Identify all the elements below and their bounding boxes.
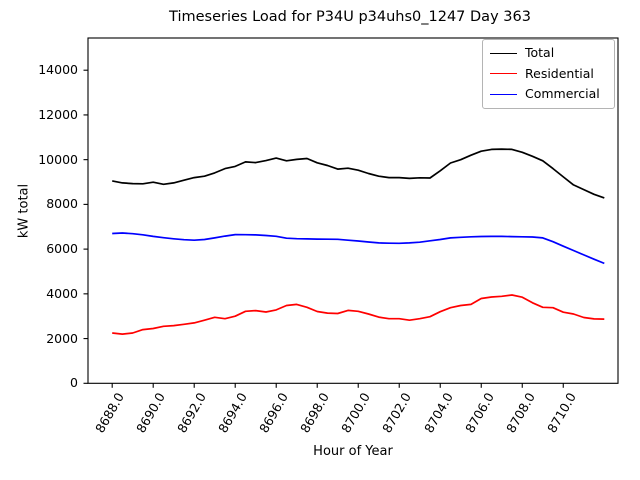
legend-item-commercial: Commercial <box>490 88 607 101</box>
legend: Total Residential Commercial <box>482 39 615 109</box>
y-tick-label: 2000 <box>46 330 78 346</box>
legend-label-commercial: Commercial <box>525 86 600 102</box>
series-line-residential <box>112 294 605 335</box>
y-tick-label: 0 <box>70 375 78 391</box>
y-tick-label: 12000 <box>38 106 78 122</box>
legend-line-residential <box>490 73 517 75</box>
y-tick-label: 6000 <box>46 241 78 257</box>
x-axis-label: Hour of Year <box>313 444 393 459</box>
legend-item-residential: Residential <box>490 65 607 81</box>
y-tick-label: 8000 <box>46 196 78 212</box>
series-line-total <box>112 148 605 199</box>
legend-line-commercial <box>490 94 517 96</box>
legend-label-residential: Residential <box>525 65 594 81</box>
y-tick-label: 10000 <box>38 151 78 167</box>
axes-frame <box>87 37 619 384</box>
legend-item-total: Total <box>490 47 607 60</box>
chart-title: Timeseries Load for P34U p34uhs0_1247 Da… <box>169 9 531 25</box>
y-tick-label: 14000 <box>38 62 78 78</box>
legend-label-total: Total <box>525 45 555 61</box>
y-tick-label: 4000 <box>46 285 78 301</box>
series-line-commercial <box>112 232 605 265</box>
legend-line-total <box>490 52 517 54</box>
